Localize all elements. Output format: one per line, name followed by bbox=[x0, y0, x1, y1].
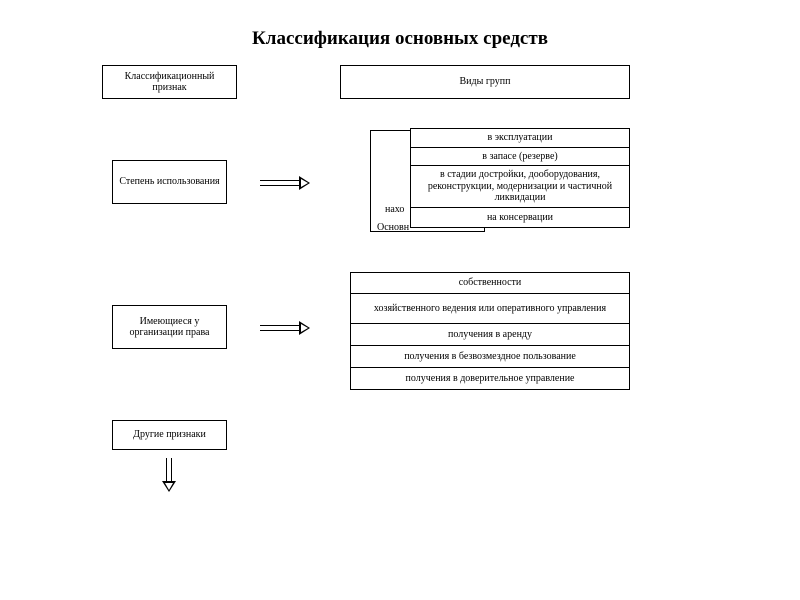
header-left-label: Классификационный признак bbox=[107, 71, 232, 94]
left-box-usage: Степень использования bbox=[112, 160, 227, 204]
diagram-canvas: Классификация основных средств Классифик… bbox=[0, 0, 800, 600]
left-box-other: Другие признаки bbox=[112, 420, 227, 450]
left-box-usage-label: Степень использования bbox=[119, 176, 219, 188]
header-left-box: Классификационный признак bbox=[102, 65, 237, 99]
bg-word-1: нахо bbox=[385, 204, 404, 215]
rights-row-5: получения в доверительное управление bbox=[351, 367, 629, 389]
group-rights-table: собственности хозяйственного ведения или… bbox=[350, 272, 630, 390]
group-usage-table: в эксплуатации в запасе (резерве) в стад… bbox=[410, 128, 630, 228]
header-right-box: Виды групп bbox=[340, 65, 630, 99]
usage-row-2: в запасе (резерве) bbox=[411, 147, 629, 165]
header-right-label: Виды групп bbox=[459, 76, 510, 88]
rights-row-1: собственности bbox=[351, 273, 629, 293]
left-box-other-label: Другие признаки bbox=[133, 429, 206, 441]
left-box-rights-label: Имеющиеся у организации права bbox=[117, 316, 222, 339]
arrow-rights bbox=[260, 321, 310, 335]
bg-word-2: Основн bbox=[377, 222, 409, 233]
rights-row-3: получения в аренду bbox=[351, 323, 629, 345]
page-title: Классификация основных средств bbox=[0, 28, 800, 50]
left-box-rights: Имеющиеся у организации права bbox=[112, 305, 227, 349]
usage-row-3: в стадии достройки, дооборудования, реко… bbox=[411, 165, 629, 207]
arrow-other-down bbox=[162, 458, 176, 492]
usage-row-1: в эксплуатации bbox=[411, 129, 629, 147]
rights-row-2: хозяйственного ведения или оперативного … bbox=[351, 293, 629, 323]
arrow-usage bbox=[260, 176, 310, 190]
rights-row-4: получения в безвозмездное пользование bbox=[351, 345, 629, 367]
usage-row-4: на консервации bbox=[411, 207, 629, 227]
